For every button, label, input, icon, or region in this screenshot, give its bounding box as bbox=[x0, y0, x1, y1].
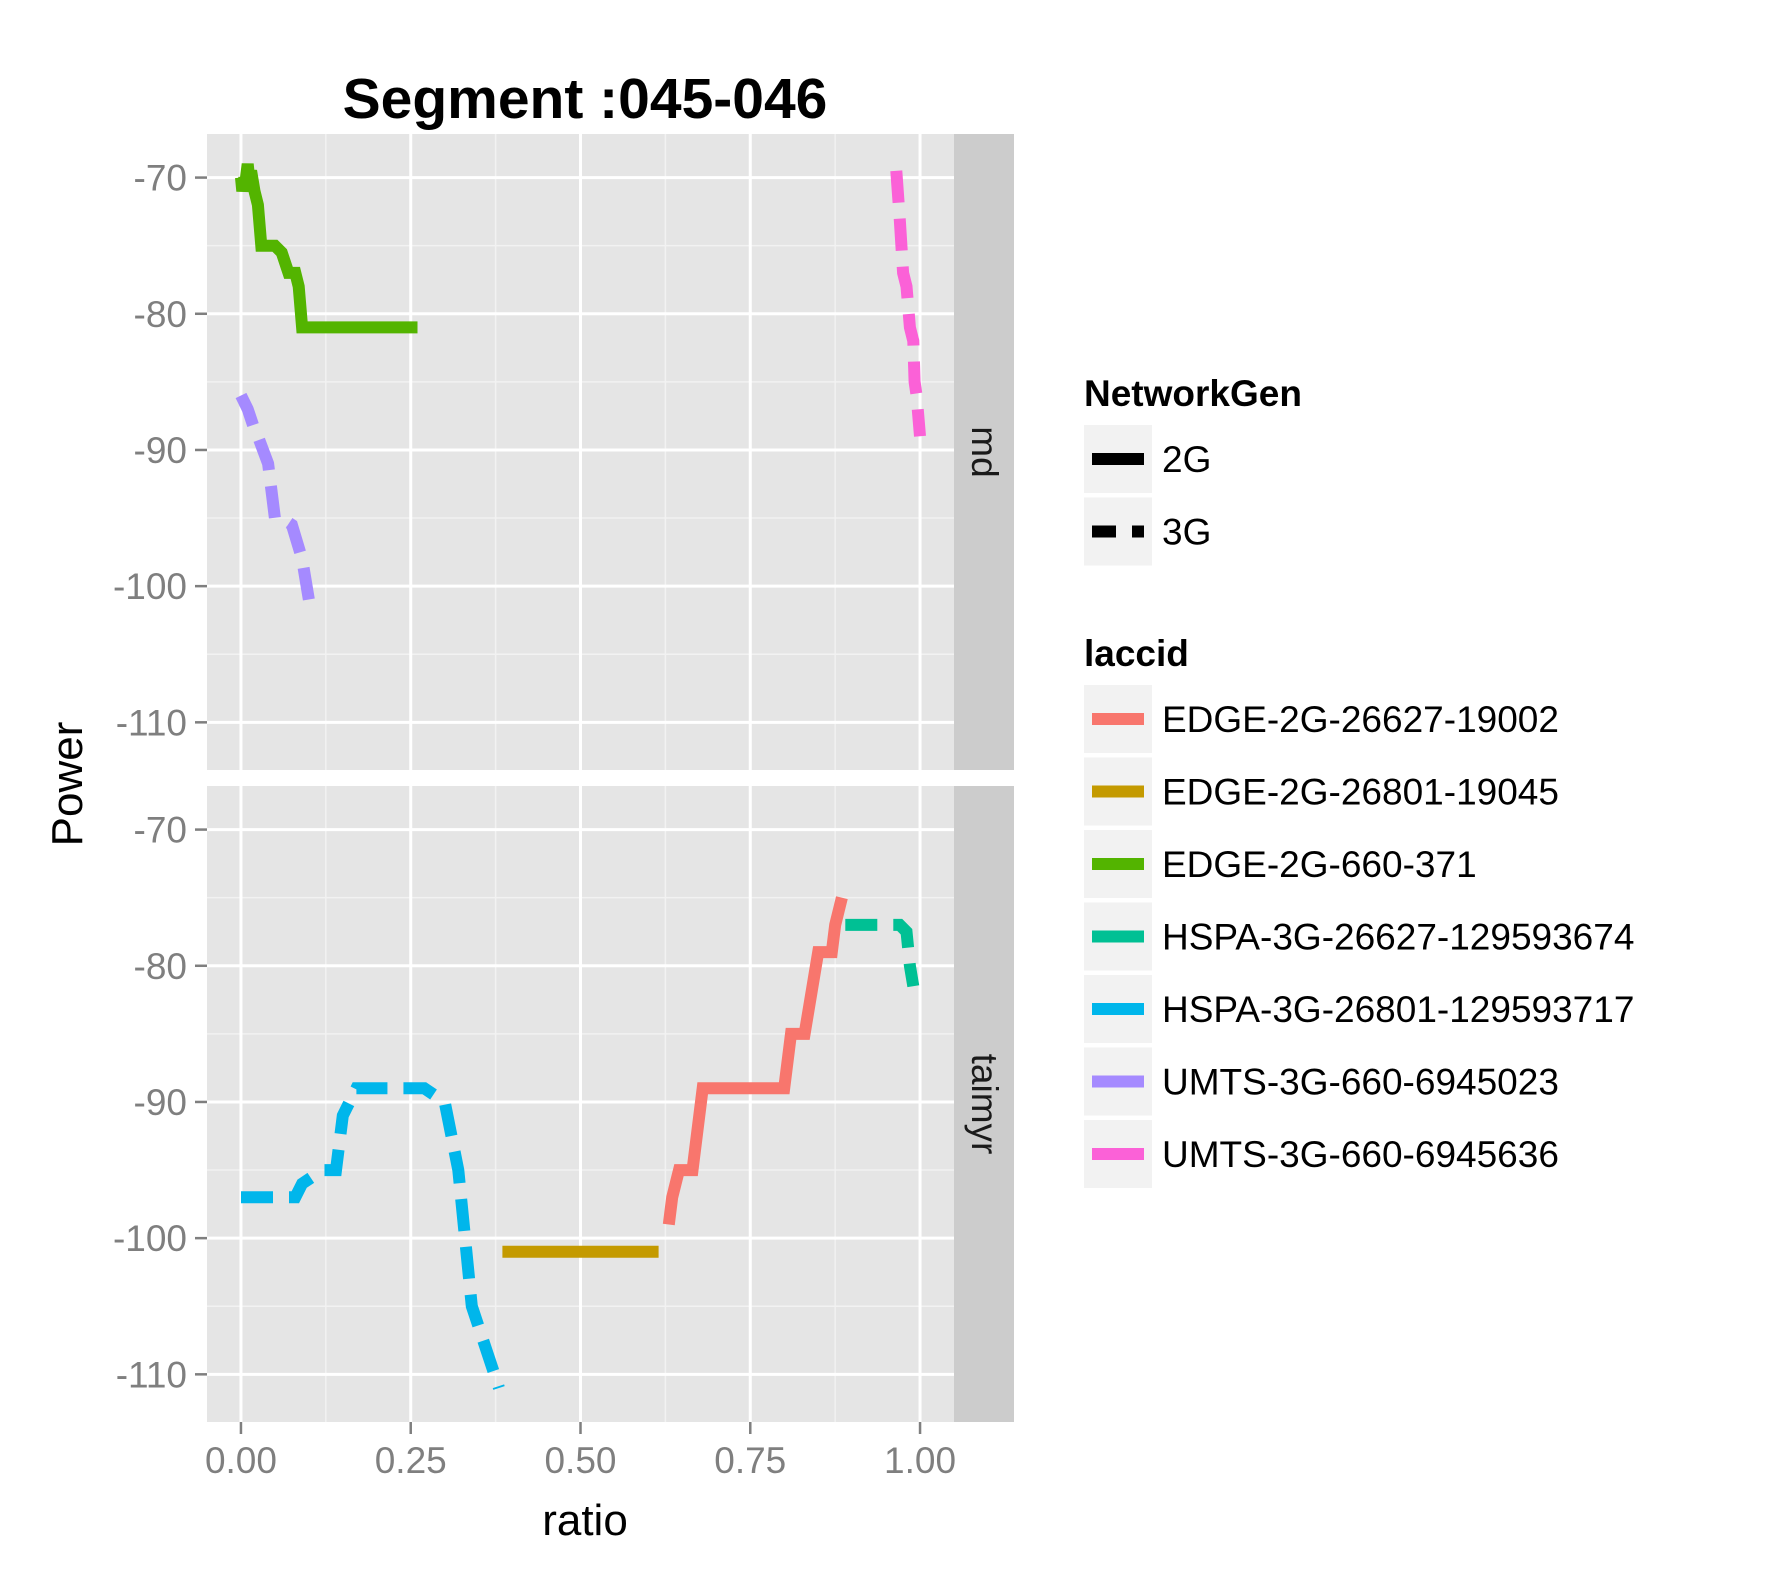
strip-label: md bbox=[964, 426, 1005, 477]
legend-label: EDGE-2G-26627-19002 bbox=[1162, 699, 1559, 740]
legend-label: 2G bbox=[1162, 439, 1211, 480]
legend-title-laccid: laccid bbox=[1084, 633, 1189, 674]
legend-label: EDGE-2G-660-371 bbox=[1162, 844, 1477, 885]
chart-title: Segment :045-046 bbox=[343, 67, 828, 131]
panel-md: -70 -80 -90 -100 -110 md bbox=[113, 134, 1014, 770]
strip-taimyr bbox=[954, 786, 1014, 1422]
strip-md bbox=[954, 134, 1014, 770]
y-tick-label: -100 bbox=[113, 566, 187, 607]
x-tick-label: 0.75 bbox=[714, 1440, 786, 1481]
x-tick-label: 1.00 bbox=[884, 1440, 956, 1481]
y-tick-label: -90 bbox=[134, 430, 187, 471]
y-tick-label: -110 bbox=[116, 702, 187, 743]
panel-taimyr: -70 -80 -90 -100 -110 taimyr bbox=[113, 786, 1014, 1422]
x-tick-label: 0.50 bbox=[544, 1440, 616, 1481]
legend-label: EDGE-2G-26801-19045 bbox=[1162, 772, 1559, 813]
series-group bbox=[235, 163, 926, 612]
legend-label: UMTS-3G-660-6945023 bbox=[1162, 1062, 1559, 1103]
x-tick-label: 0.00 bbox=[205, 1440, 277, 1481]
series-line-EDGE-2G-26627-19002 bbox=[662, 896, 848, 1226]
series-line-EDGE-2G-660-371 bbox=[235, 163, 418, 334]
y-tick-label: -80 bbox=[134, 946, 187, 987]
y-tick-label: -70 bbox=[134, 158, 187, 199]
legend: NetworkGen 2G 3G laccid EDGE-2G-26627-19002 E… bbox=[1084, 373, 1634, 1188]
series-line-UMTS-3G-660-6945023 bbox=[235, 392, 326, 612]
x-axis: 0.00 0.25 0.50 0.75 1.00 bbox=[205, 1422, 956, 1481]
legend-label: HSPA-3G-26627-129593674 bbox=[1162, 917, 1634, 958]
strip-label: taimyr bbox=[964, 1054, 1005, 1155]
legend-label: 3G bbox=[1162, 512, 1211, 553]
y-tick-label: -100 bbox=[113, 1218, 187, 1259]
y-tick-label: -110 bbox=[116, 1354, 187, 1395]
series-line-HSPA-3G-26801-129593717 bbox=[241, 1082, 505, 1390]
y-axis-label: Power bbox=[43, 722, 92, 847]
legend-label: HSPA-3G-26801-129593717 bbox=[1162, 989, 1634, 1030]
y-tick-label: -90 bbox=[134, 1082, 187, 1123]
x-axis-label: ratio bbox=[542, 1496, 628, 1545]
y-tick-label: -70 bbox=[134, 810, 187, 851]
x-tick-label: 0.25 bbox=[375, 1440, 447, 1481]
series-line-UMTS-3G-660-6945636 bbox=[890, 170, 926, 437]
legend-title-networkgen: NetworkGen bbox=[1084, 373, 1302, 414]
y-tick-label: -80 bbox=[134, 294, 187, 335]
panels: -70 -80 -90 -100 -110 md -70 -80 -90 -100 -110 taim… bbox=[113, 134, 1014, 1422]
legend-label: UMTS-3G-660-6945636 bbox=[1162, 1134, 1559, 1175]
series-line-HSPA-3G-26627-129593674 bbox=[845, 918, 920, 988]
series-group bbox=[241, 896, 920, 1390]
